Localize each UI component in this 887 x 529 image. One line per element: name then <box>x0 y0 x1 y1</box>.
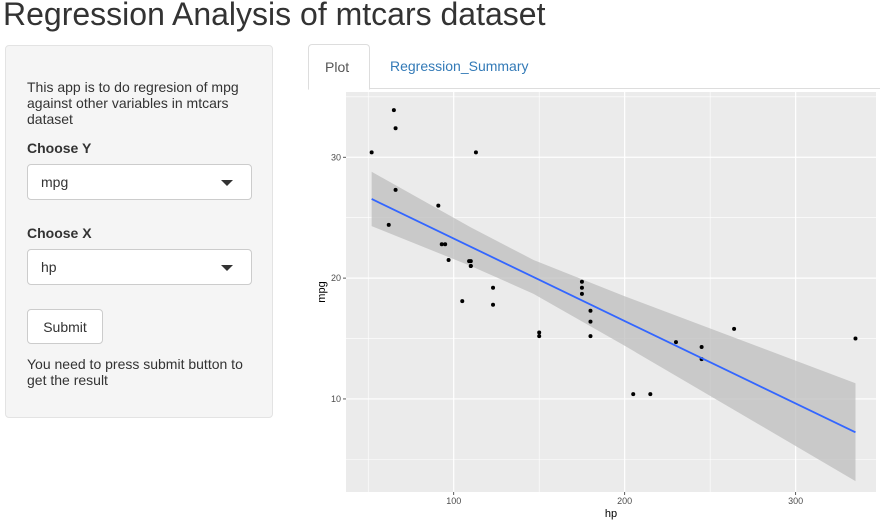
choose-y-value: mpg <box>41 174 69 190</box>
submit-note: You need to press submit button to get t… <box>27 356 243 388</box>
choose-x-label: Choose X <box>27 225 92 241</box>
page-title: Regression Analysis of mtcars dataset <box>3 0 546 32</box>
data-point <box>460 299 465 304</box>
data-point <box>467 259 472 264</box>
x-axis-title: hp <box>605 508 617 520</box>
intro-text: This app is to do regresion of mpg again… <box>27 79 239 127</box>
data-point <box>673 340 678 345</box>
data-point <box>443 242 448 247</box>
data-point <box>537 334 542 339</box>
data-point <box>369 150 374 155</box>
data-point <box>648 392 653 397</box>
data-point <box>473 150 478 155</box>
data-point <box>579 279 584 284</box>
data-point <box>386 222 391 227</box>
caret-down-icon <box>221 180 233 186</box>
x-tick-label: 100 <box>446 496 461 506</box>
choose-x-select[interactable]: hp <box>27 249 252 285</box>
data-point <box>393 187 398 192</box>
data-point <box>579 285 584 290</box>
y-tick-label: 30 <box>331 152 341 162</box>
data-point <box>631 392 636 397</box>
data-point <box>391 108 396 113</box>
tab-bar: Plot Regression_Summary <box>308 44 880 90</box>
confidence-band <box>371 171 856 482</box>
data-point <box>436 203 441 208</box>
data-point <box>699 344 704 349</box>
tab-plot[interactable]: Plot <box>308 44 370 90</box>
choose-y-select[interactable]: mpg <box>27 164 252 200</box>
y-tick-label: 20 <box>331 273 341 283</box>
submit-button[interactable]: Submit <box>27 309 103 344</box>
data-point <box>579 291 584 296</box>
x-tick-label: 300 <box>788 496 803 506</box>
y-axis-title: mpg <box>316 281 328 302</box>
y-tick-label: 10 <box>331 394 341 404</box>
data-point <box>732 326 737 331</box>
choose-x-value: hp <box>41 259 57 275</box>
caret-down-icon <box>221 265 233 271</box>
sidebar-panel: This app is to do regresion of mpg again… <box>5 45 273 418</box>
data-point <box>491 302 496 307</box>
x-tick-label: 200 <box>617 496 632 506</box>
data-point <box>439 242 444 247</box>
data-point <box>393 126 398 131</box>
choose-y-label: Choose Y <box>27 140 92 156</box>
data-point <box>468 264 473 269</box>
regression-line <box>371 198 856 434</box>
data-point <box>588 308 593 313</box>
data-point <box>446 257 451 262</box>
data-point <box>491 285 496 290</box>
data-point <box>588 319 593 324</box>
regression-plot: 100 200 300 10 20 30 hp mpg <box>316 92 876 520</box>
tab-regression-summary[interactable]: Regression_Summary <box>390 58 529 74</box>
data-point <box>537 330 542 335</box>
data-point <box>588 334 593 339</box>
data-point <box>853 336 858 341</box>
